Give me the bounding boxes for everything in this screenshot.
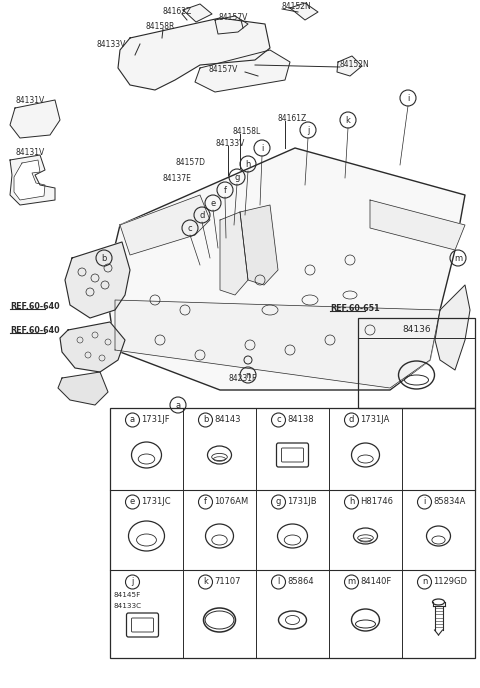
Text: 84133C: 84133C	[113, 603, 141, 609]
Text: m: m	[454, 253, 462, 263]
Text: j: j	[307, 125, 309, 134]
Text: 84131V: 84131V	[15, 96, 44, 105]
Polygon shape	[183, 4, 212, 22]
Polygon shape	[220, 212, 248, 295]
Text: i: i	[261, 144, 263, 153]
Polygon shape	[65, 242, 130, 318]
Polygon shape	[370, 200, 465, 250]
Text: 1731JA: 1731JA	[360, 416, 390, 424]
Text: 1076AM: 1076AM	[215, 497, 249, 506]
Text: k: k	[346, 116, 350, 125]
Text: 84152N: 84152N	[340, 59, 370, 69]
Text: h: h	[245, 160, 251, 169]
Text: 84137E: 84137E	[162, 173, 191, 182]
Polygon shape	[435, 285, 470, 370]
Polygon shape	[10, 100, 60, 138]
Text: e: e	[130, 497, 135, 506]
Text: 84133V: 84133V	[215, 138, 244, 147]
Text: n: n	[245, 371, 251, 380]
Text: m: m	[348, 577, 356, 586]
Text: REF.60-640: REF.60-640	[10, 301, 60, 310]
Text: 84133V: 84133V	[96, 39, 125, 48]
Text: 84157V: 84157V	[208, 65, 238, 74]
Text: 1731JB: 1731JB	[288, 497, 317, 506]
Text: 84138: 84138	[288, 416, 314, 424]
Text: j: j	[132, 577, 134, 586]
Text: 84158L: 84158L	[232, 127, 260, 136]
Text: 84161Z: 84161Z	[278, 114, 307, 122]
Text: e: e	[210, 199, 216, 208]
Text: k: k	[203, 577, 208, 586]
Text: h: h	[349, 497, 354, 506]
Polygon shape	[337, 56, 362, 76]
Text: 85864: 85864	[288, 577, 314, 586]
Text: H81746: H81746	[360, 497, 394, 506]
Polygon shape	[195, 50, 290, 92]
Text: 1731JC: 1731JC	[142, 497, 171, 506]
Text: c: c	[276, 416, 281, 424]
Polygon shape	[240, 205, 278, 285]
Text: 84145F: 84145F	[113, 592, 140, 598]
Polygon shape	[290, 3, 318, 20]
Text: 84136: 84136	[402, 325, 431, 334]
Text: 84143: 84143	[215, 416, 241, 424]
Text: REF.60-640: REF.60-640	[10, 325, 60, 334]
Polygon shape	[58, 372, 108, 405]
Text: c: c	[188, 224, 192, 233]
Text: 71107: 71107	[215, 577, 241, 586]
Text: g: g	[276, 497, 281, 506]
Text: REF.60-651: REF.60-651	[330, 303, 380, 312]
Polygon shape	[120, 195, 210, 255]
Text: d: d	[349, 416, 354, 424]
Text: f: f	[204, 497, 207, 506]
Text: a: a	[130, 416, 135, 424]
Text: l: l	[277, 577, 280, 586]
Polygon shape	[118, 18, 270, 90]
Text: n: n	[422, 577, 427, 586]
Bar	[358, 318, 475, 408]
Text: 84157D: 84157D	[175, 158, 205, 166]
Text: a: a	[175, 400, 180, 409]
Text: 84140F: 84140F	[360, 577, 392, 586]
Text: i: i	[407, 94, 409, 103]
Text: f: f	[224, 186, 227, 195]
Text: i: i	[423, 497, 426, 506]
Text: 1129GD: 1129GD	[433, 577, 468, 586]
Text: b: b	[203, 416, 208, 424]
Polygon shape	[108, 148, 465, 390]
Polygon shape	[10, 155, 55, 205]
Text: d: d	[199, 211, 204, 219]
Polygon shape	[14, 160, 45, 200]
Text: b: b	[101, 253, 107, 263]
Text: 84231F: 84231F	[228, 374, 256, 383]
Text: 84152N: 84152N	[282, 1, 312, 10]
Text: 1731JF: 1731JF	[142, 416, 170, 424]
Polygon shape	[60, 322, 125, 372]
Text: 84158R: 84158R	[145, 21, 174, 30]
Text: 84157V: 84157V	[218, 12, 247, 21]
Polygon shape	[115, 300, 440, 388]
Polygon shape	[215, 16, 248, 34]
Bar	[110, 408, 475, 658]
Text: 85834A: 85834A	[433, 497, 466, 506]
Text: 84162Z: 84162Z	[162, 6, 191, 16]
Text: 84131V: 84131V	[15, 147, 44, 156]
Text: g: g	[234, 173, 240, 182]
